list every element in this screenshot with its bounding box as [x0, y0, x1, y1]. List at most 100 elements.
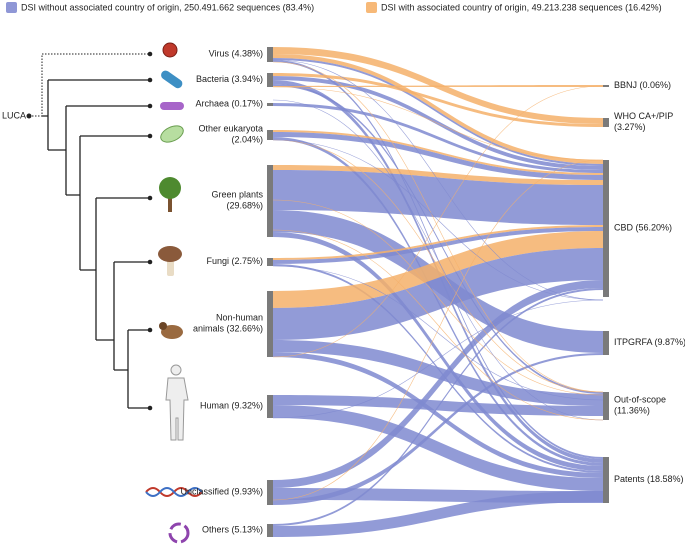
label-line: Virus (4.38%)	[209, 49, 263, 59]
flow-thread	[272, 99, 604, 421]
legend-swatch	[366, 2, 377, 13]
node-label: Out-of-scope (11.36%)	[614, 395, 666, 416]
flow-thread	[272, 299, 604, 419]
label-line: (2.04%)	[231, 135, 263, 145]
flow	[273, 232, 603, 471]
label-line: Others (5.13%)	[202, 525, 263, 535]
source-node	[267, 291, 273, 357]
flow	[273, 76, 603, 170]
label-line: Green plants	[211, 190, 263, 200]
source-node	[267, 47, 273, 62]
flow	[273, 85, 603, 87]
label-line: Other eukaryota	[198, 124, 263, 134]
label-line: Fungi (2.75%)	[206, 256, 263, 266]
label-line: Human (9.32%)	[200, 401, 263, 411]
label-line: Non-human	[216, 313, 263, 323]
flow-thread	[272, 265, 604, 401]
human-head	[170, 364, 182, 376]
eukaryota-icon	[160, 125, 184, 143]
label-line: Bacteria (3.94%)	[196, 74, 263, 84]
legend-label: DSI without associated country of origin…	[21, 2, 314, 12]
flow	[273, 84, 603, 394]
node-label: Virus (4.38%)	[209, 49, 263, 59]
node-label: Other eukaryota (2.04%)	[198, 124, 263, 145]
plant-icon	[159, 177, 181, 199]
virus-icon	[162, 42, 178, 58]
label-line: Archaea (0.17%)	[195, 99, 263, 109]
flow	[273, 73, 603, 127]
node-label: Green plants (29.68%)	[211, 190, 263, 211]
flow	[273, 248, 603, 340]
label-line: WHO CA+/PIP	[614, 111, 673, 121]
flow-thread	[272, 61, 604, 393]
flow	[273, 165, 603, 185]
node-label: Archaea (0.17%)	[195, 99, 263, 109]
flow	[273, 352, 603, 478]
node-label: Non-human animals (32.66%)	[193, 313, 263, 334]
node-label: WHO CA+/PIP (3.27%)	[614, 111, 673, 132]
dna-icon	[145, 487, 203, 497]
node-label: Bacteria (3.94%)	[196, 74, 263, 84]
target-node	[603, 160, 609, 297]
tree: LUCA	[2, 51, 153, 411]
label-line: Unclassified (9.93%)	[180, 487, 263, 497]
flow	[273, 54, 603, 164]
flow	[273, 170, 603, 225]
flow	[273, 103, 603, 173]
flow-thread	[272, 199, 604, 396]
node-label: Patents (18.58%)	[614, 474, 684, 484]
flow	[273, 280, 603, 488]
node-label: CBD (56.20%)	[614, 223, 672, 233]
node-label: Unclassified (9.93%)	[180, 487, 263, 497]
source-node	[267, 165, 273, 237]
flow	[273, 58, 603, 166]
plant-trunk	[168, 195, 172, 212]
bacteria-icon	[161, 70, 183, 89]
leaf-dots	[147, 51, 153, 411]
fungi-icon	[158, 246, 182, 262]
source-node	[267, 103, 273, 106]
node-label: BBNJ (0.06%)	[614, 80, 671, 90]
node-label: Human (9.32%)	[200, 401, 263, 411]
human-icon	[165, 377, 189, 441]
flow	[273, 132, 603, 180]
label-line: (11.36%)	[614, 406, 650, 416]
label-line: Out-of-scope	[614, 395, 666, 405]
source-node	[267, 130, 273, 140]
flow	[273, 231, 603, 308]
flow-thread	[272, 139, 604, 301]
flow	[273, 288, 603, 526]
source-node	[267, 395, 273, 418]
flow	[273, 130, 603, 175]
target-node	[603, 85, 609, 87]
flow-thread	[272, 85, 604, 358]
others-icon	[168, 522, 190, 544]
flow	[273, 491, 603, 537]
target-node	[603, 331, 609, 355]
branches	[42, 79, 150, 409]
archaea-icon	[160, 102, 184, 110]
flow-thread	[272, 86, 604, 161]
target-node	[603, 392, 609, 420]
label-line: animals (32.66%)	[193, 324, 263, 334]
source-node	[267, 73, 273, 87]
tree-root: LUCA	[2, 110, 26, 120]
flow	[273, 405, 603, 491]
flow	[273, 395, 603, 416]
flow-thread	[272, 229, 604, 421]
flow-thread	[272, 59, 604, 301]
source-node	[267, 524, 273, 537]
flows	[272, 47, 604, 537]
flow	[273, 225, 603, 260]
label-line: CBD (56.20%)	[614, 223, 672, 233]
node-label: Others (5.13%)	[202, 525, 263, 535]
flow-thread	[272, 159, 604, 501]
icons	[145, 42, 203, 544]
label-line: (29.68%)	[226, 201, 263, 211]
source-node	[267, 480, 273, 505]
flow	[273, 227, 603, 264]
flow	[273, 353, 603, 505]
label-line: ITPGRFA (9.87%)	[614, 337, 685, 347]
legend-swatch	[6, 2, 17, 13]
